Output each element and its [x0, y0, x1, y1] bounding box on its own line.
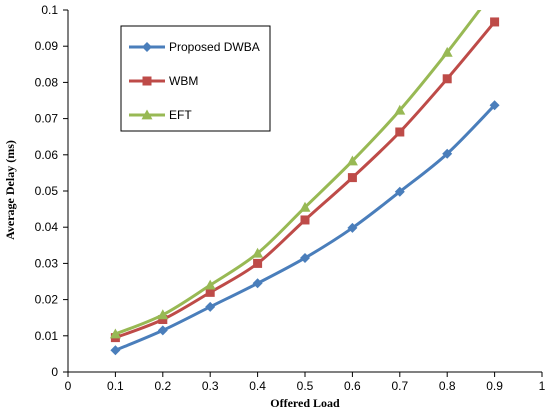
x-tick-label: 1: [539, 379, 546, 393]
data-point-proposed-dwba: [157, 325, 168, 336]
data-point-eft: [394, 104, 406, 115]
data-point-proposed-dwba: [442, 148, 453, 159]
legend-marker-proposed-dwba: [142, 42, 152, 52]
legend-marker-eft: [141, 109, 153, 120]
x-tick-label: 0.9: [486, 379, 503, 393]
legend-label-eft: EFT: [169, 108, 192, 122]
series-layer: [109, 10, 500, 356]
data-point-eft: [157, 309, 169, 320]
y-tick-label: 0.1: [41, 3, 58, 17]
data-point-eft: [299, 201, 311, 212]
y-axis-ticks: 0 0.01 0.02 0.03 0.04 0.05 0.06 0.07 0.08 0.09 0.1: [35, 3, 68, 379]
x-tick-label: 0.5: [297, 379, 314, 393]
series-eft: [109, 10, 482, 339]
x-tick-label: 0.7: [391, 379, 408, 393]
y-tick-label: 0: [51, 365, 58, 379]
x-tick-label: 0.6: [344, 379, 361, 393]
y-tick-label: 0.08: [35, 75, 59, 89]
legend-marker-wbm: [142, 76, 152, 86]
data-point-proposed-dwba: [110, 345, 121, 356]
x-axis-title: Offered Load: [270, 396, 340, 410]
series-line-eft: [114, 10, 482, 336]
series-proposed-dwba: [110, 100, 500, 356]
data-point-eft: [109, 328, 121, 339]
x-axis-ticks: 0 0.1 0.2 0.3 0.4 0.5 0.6 0.7 0.8 0.9 1: [65, 372, 546, 393]
data-point-proposed-dwba: [252, 278, 263, 289]
y-tick-label: 0.02: [35, 293, 59, 307]
legend-label-wbm: WBM: [169, 74, 198, 88]
data-point-proposed-dwba: [205, 301, 216, 312]
data-point-eft: [204, 279, 216, 290]
y-tick-label: 0.04: [35, 220, 59, 234]
data-point-wbm: [347, 173, 357, 183]
data-point-proposed-dwba: [489, 100, 500, 111]
data-point-eft: [252, 247, 264, 258]
data-point-proposed-dwba: [300, 252, 310, 263]
data-point-wbm: [300, 215, 310, 225]
data-point-proposed-dwba: [394, 186, 405, 197]
data-point-wbm: [158, 315, 168, 325]
data-point-eft: [441, 46, 453, 57]
x-tick-label: 0: [65, 379, 72, 393]
data-point-wbm: [442, 74, 452, 84]
data-point-eft: [346, 155, 358, 166]
data-point-proposed-dwba: [347, 222, 358, 233]
legend-label-proposed-dwba: Proposed DWBA: [169, 40, 260, 54]
y-tick-label: 0.07: [35, 112, 59, 126]
legend: Proposed DWBA WBM EFT: [120, 25, 271, 132]
data-point-wbm: [490, 17, 500, 27]
y-axis-title: Average Delay (ms): [3, 140, 17, 240]
data-point-wbm: [395, 127, 405, 137]
x-tick-label: 0.8: [439, 379, 456, 393]
y-tick-label: 0.01: [35, 329, 59, 343]
x-tick-label: 0.3: [202, 379, 219, 393]
x-tick-label: 0.1: [107, 379, 124, 393]
y-tick-label: 0.06: [35, 148, 59, 162]
x-tick-label: 0.4: [249, 379, 266, 393]
y-tick-label: 0.05: [35, 184, 59, 198]
y-tick-label: 0.03: [35, 256, 59, 270]
y-tick-label: 0.09: [35, 39, 59, 53]
data-point-wbm: [205, 287, 215, 297]
data-point-wbm: [253, 258, 263, 268]
x-tick-label: 0.2: [154, 379, 171, 393]
